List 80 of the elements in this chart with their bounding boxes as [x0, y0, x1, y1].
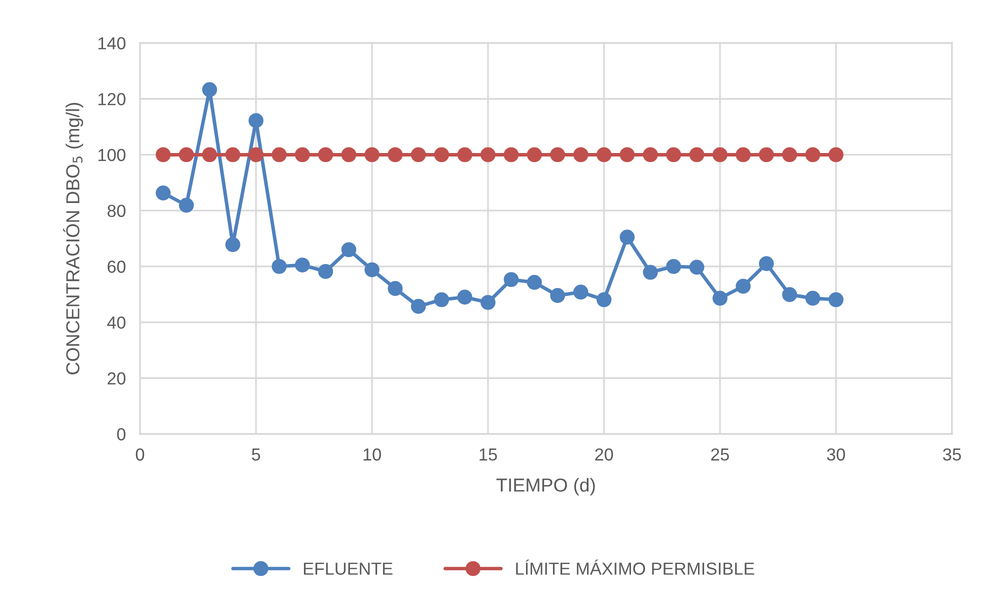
point: [805, 290, 820, 306]
point: [596, 147, 612, 162]
x-tick-label: 25: [711, 448, 729, 461]
point: [248, 113, 264, 128]
point: [596, 292, 612, 308]
point: [526, 147, 542, 162]
point: [712, 290, 728, 306]
point: [828, 147, 844, 162]
point: [504, 272, 519, 288]
y-tick-label: 140: [98, 37, 126, 50]
x-axis-title: TIEMPO (d): [496, 478, 595, 496]
point: [526, 274, 542, 290]
point: [364, 147, 380, 162]
point: [758, 256, 774, 272]
point: [410, 298, 426, 314]
point: [272, 258, 287, 274]
x-tick-label: 10: [364, 448, 381, 461]
point: [318, 264, 334, 279]
x-tick-label: 0: [136, 448, 144, 461]
point: [202, 82, 218, 98]
legend-label: EFLUENTE: [304, 562, 392, 575]
point: [666, 147, 682, 162]
x-tick-label: 30: [827, 448, 845, 461]
point: [364, 262, 380, 278]
x-tick-label: 5: [252, 448, 260, 461]
point: [758, 147, 774, 162]
point: [341, 147, 356, 162]
point: [434, 292, 450, 308]
point: [712, 147, 728, 162]
y-tick-label: 40: [107, 316, 126, 329]
point: [225, 237, 240, 252]
point: [642, 147, 658, 162]
y-tick-label: 0: [117, 428, 126, 440]
point: [178, 147, 194, 162]
point: [388, 281, 403, 296]
x-tick-label: 15: [480, 448, 497, 461]
point: [573, 147, 588, 162]
point: [388, 147, 403, 162]
legend-label: LÍMITE MÁXIMO PERMISIBLE: [516, 560, 754, 575]
y-tick-label: 100: [98, 148, 126, 162]
point: [666, 258, 682, 274]
point: [457, 147, 472, 162]
point: [550, 288, 566, 303]
point: [689, 147, 704, 162]
point: [341, 242, 356, 258]
point: [480, 147, 496, 162]
point: [156, 186, 171, 200]
point: [828, 292, 844, 308]
point: [434, 147, 450, 162]
y-tick-label: 20: [108, 372, 126, 385]
point: [736, 147, 751, 162]
point: [457, 290, 472, 305]
x-tick-label: 35: [943, 448, 961, 461]
x-tick-label: 20: [595, 448, 613, 461]
y-tick-label: 60: [108, 260, 126, 273]
point: [620, 147, 635, 162]
point: [248, 147, 264, 162]
point: [410, 147, 426, 162]
point: [318, 147, 334, 162]
y-tick-label: 120: [98, 93, 126, 106]
point: [156, 147, 171, 162]
point: [620, 230, 635, 245]
point: [782, 147, 798, 162]
point: [805, 147, 820, 162]
point: [736, 278, 751, 294]
point: [573, 284, 588, 300]
point: [782, 287, 798, 302]
point: [225, 147, 240, 162]
point: [689, 260, 704, 275]
point: [294, 147, 310, 162]
point: [504, 147, 519, 162]
y-axis-title: CONCENTRACIÓN DBO$_{5}$ (mg/l): [63, 102, 84, 374]
point: [642, 264, 658, 280]
point: [178, 198, 194, 213]
point: [272, 147, 287, 162]
point: [202, 147, 218, 162]
point: [294, 258, 310, 272]
y-tick-label: 80: [108, 204, 126, 218]
point: [480, 294, 496, 310]
point: [550, 147, 566, 162]
